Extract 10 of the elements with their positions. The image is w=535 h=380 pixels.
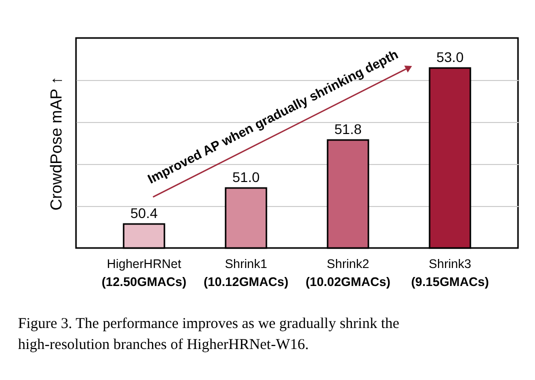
category-label: HigherHRNet (12.50GMACs) <box>102 257 186 289</box>
category-label: Shrink3 (9.15GMACs) <box>411 257 489 289</box>
data-label: 50.4 <box>130 205 158 221</box>
data-label: 51.0 <box>232 169 260 185</box>
y-axis-title: CrowdPose mAP ↑ <box>48 76 66 210</box>
data-label: 51.8 <box>334 121 362 137</box>
category-label: Shrink1 (10.12GMACs) <box>204 257 288 289</box>
data-label: 53.0 <box>436 49 464 65</box>
caption: Figure 3. The performance improves as we gradually shrink the high-resolution branches of HigherHRNet-W16. <box>18 316 400 353</box>
category-label: Shrink2 (10.02GMACs) <box>306 257 390 289</box>
